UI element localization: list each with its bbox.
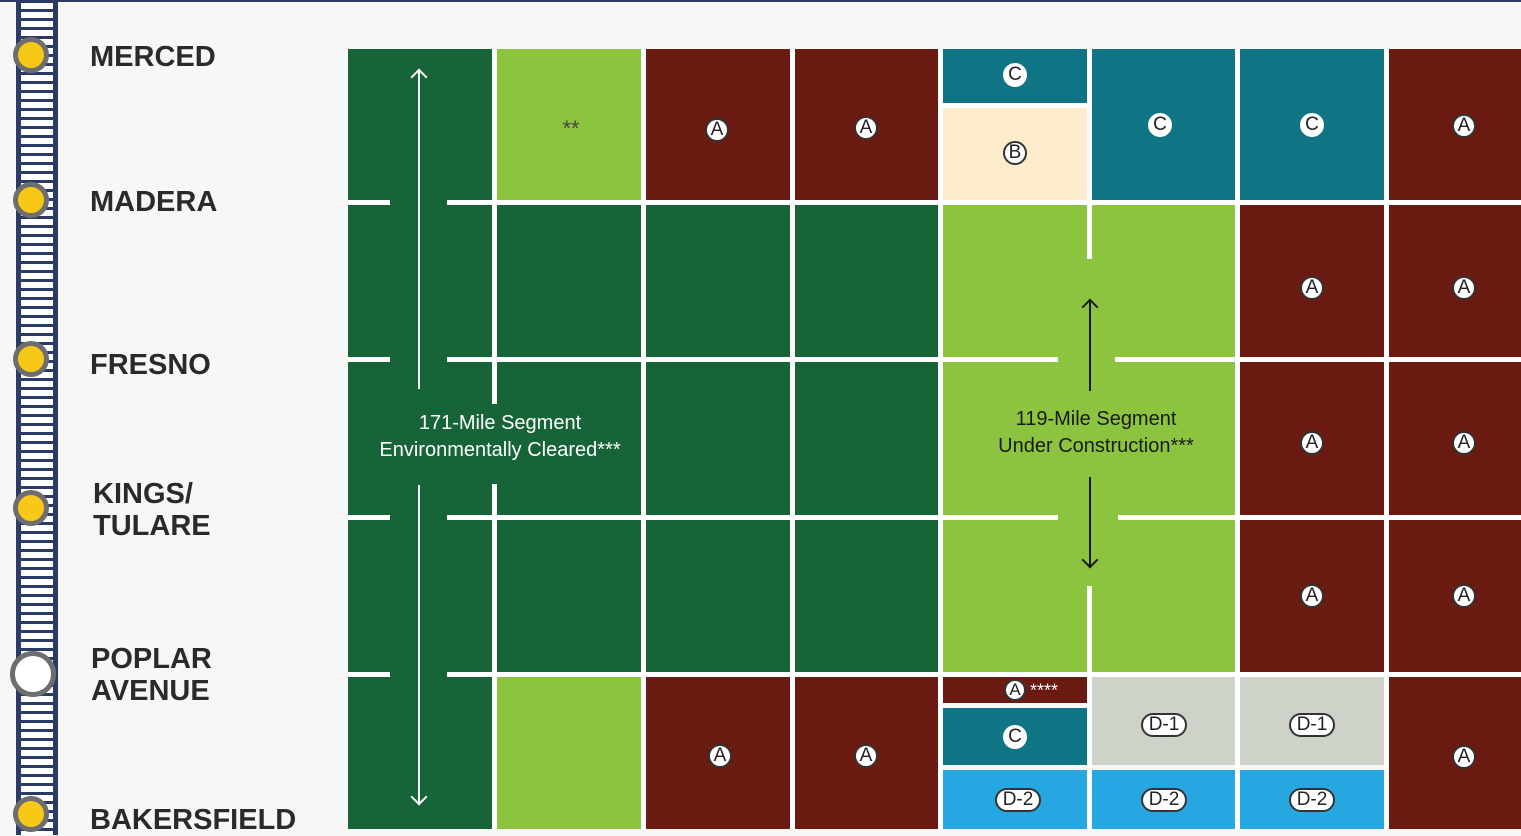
gap-h1-b (447, 200, 938, 205)
construction-segment-line2: Under Construction*** (998, 435, 1194, 457)
badge-c: C (1300, 113, 1324, 137)
station-kings-tulare-marker (13, 490, 49, 526)
station-merced-marker (13, 37, 49, 73)
gap-h4-b (447, 672, 938, 677)
station-label-poplar-line1: POPLAR (91, 643, 212, 675)
gap-c-b (943, 103, 1087, 108)
gap-h3-right (1240, 515, 1521, 520)
gap-h2-a (348, 357, 390, 362)
gap-v5-a (1087, 205, 1092, 259)
gap-v5-b (1087, 586, 1092, 672)
rail-ties (21, 0, 53, 835)
station-label-fresno: FRESNO (90, 349, 211, 381)
gap-v1-break (492, 404, 497, 484)
gap-h3-a (348, 515, 390, 520)
gap-h2-right (1240, 357, 1521, 362)
gap-v4 (938, 49, 943, 829)
gap-h1-right (943, 200, 1521, 205)
col2-top-cell (497, 49, 641, 200)
gap-h2-b (447, 357, 938, 362)
badge-d1: D-1 (1289, 713, 1335, 737)
rail-track (16, 0, 58, 835)
badge-c: C (1003, 63, 1027, 87)
gap-h4-a (348, 672, 390, 677)
station-madera-marker (13, 182, 49, 218)
badge-a: A (1300, 276, 1324, 300)
badge-a: A (705, 118, 729, 142)
badge-d2: D-2 (995, 788, 1041, 812)
badge-d1: D-1 (1141, 713, 1187, 737)
badge-a: A (1452, 584, 1476, 608)
gap-v3 (790, 49, 795, 829)
badge-a: A (1300, 584, 1324, 608)
rail-right (53, 0, 58, 835)
cleared-segment-label: 171-Mile Segment Environmentally Cleared… (379, 410, 620, 464)
gap-v2 (641, 49, 646, 829)
badge-a: A (1452, 276, 1476, 300)
gap-h3-b (447, 515, 938, 520)
station-bakersfield-marker (13, 796, 49, 832)
construction-arrow-up (1081, 298, 1099, 391)
top-border-line (0, 0, 1521, 2)
badge-c: C (1148, 113, 1172, 137)
gap-h4-right (943, 672, 1521, 677)
cleared-arrow-up (410, 68, 428, 389)
construction-segment-label: 119-Mile Segment Under Construction*** (998, 406, 1194, 460)
col2-bottom-cell (497, 677, 641, 829)
gap-h5-b (1115, 357, 1235, 362)
gap-h5-a (943, 357, 1058, 362)
badge-d2: D-2 (1141, 788, 1187, 812)
gap-v5-bottom (1087, 677, 1092, 829)
cleared-segment-line2: Environmentally Cleared*** (379, 439, 621, 461)
cleared-segment-line1: 171-Mile Segment (418, 412, 582, 434)
station-fresno-marker (13, 341, 49, 377)
rail-left (16, 0, 21, 835)
gap-h6-b (1118, 515, 1235, 520)
construction-arrow-down (1081, 477, 1099, 569)
gap-v6 (1235, 49, 1240, 829)
gap-h1-a (348, 200, 390, 205)
gap-v7 (1384, 49, 1389, 829)
badge-a: A (1452, 745, 1476, 769)
station-label-poplar-avenue: POPLAR AVENUE (91, 643, 212, 707)
badge-a: A (1452, 114, 1476, 138)
station-label-bakersfield: BAKERSFIELD (90, 804, 297, 836)
badge-c: C (1003, 725, 1027, 749)
gap-h6-a (943, 515, 1058, 520)
cleared-arrow-down (410, 485, 428, 806)
station-label-madera: MADERA (90, 186, 218, 218)
station-label-tulare-line2: TULARE (93, 510, 211, 542)
badge-b: B (1003, 141, 1027, 165)
quad-star-note: **** (1030, 680, 1059, 701)
badge-a: A (708, 744, 732, 768)
station-label-kings-tulare: KINGS/ TULARE (93, 478, 211, 542)
badge-d2: D-2 (1289, 788, 1335, 812)
double-star-note: ** (562, 116, 580, 141)
station-label-merced: MERCED (90, 41, 216, 73)
badge-a: A (854, 744, 878, 768)
station-poplar-avenue-marker (10, 651, 56, 697)
badge-a-small: A (1004, 679, 1026, 701)
badge-a: A (1300, 431, 1324, 455)
gap-v5-top (1087, 49, 1092, 205)
station-label-avenue-line2: AVENUE (91, 675, 210, 707)
construction-segment-line1: 119-Mile Segment (1015, 408, 1177, 430)
badge-a: A (854, 116, 878, 140)
station-label-kings-line1: KINGS/ (93, 478, 193, 510)
badge-a: A (1452, 431, 1476, 455)
